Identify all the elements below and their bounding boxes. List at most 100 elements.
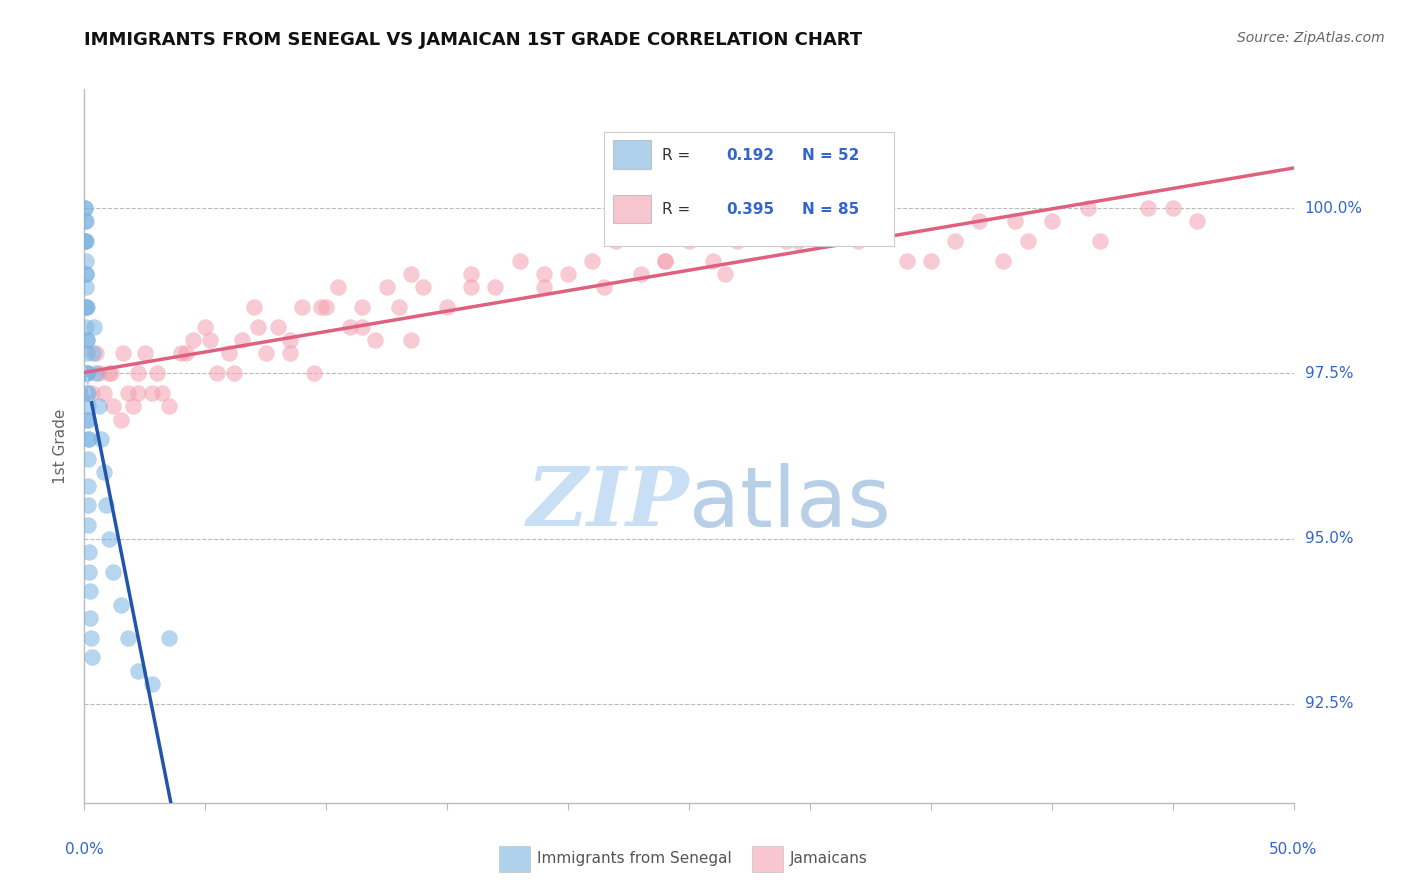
Point bbox=[141, 677, 163, 691]
Point bbox=[75, 234, 97, 248]
Point bbox=[725, 234, 748, 248]
Point bbox=[363, 333, 385, 347]
Point bbox=[460, 267, 482, 281]
Point bbox=[112, 346, 135, 360]
Text: ZIP: ZIP bbox=[526, 463, 689, 543]
Point bbox=[76, 412, 98, 426]
Point bbox=[127, 386, 149, 401]
Point bbox=[80, 650, 103, 665]
Point bbox=[141, 386, 163, 401]
Point bbox=[127, 367, 149, 381]
Point bbox=[103, 565, 125, 579]
Point bbox=[77, 565, 100, 579]
Point bbox=[110, 598, 132, 612]
Point bbox=[75, 267, 97, 281]
Point bbox=[93, 386, 115, 401]
Y-axis label: 1st Grade: 1st Grade bbox=[53, 409, 69, 483]
Point bbox=[76, 433, 98, 447]
Point bbox=[73, 214, 96, 228]
Point bbox=[75, 201, 97, 215]
Point bbox=[399, 333, 422, 347]
Point bbox=[76, 300, 98, 314]
Point bbox=[77, 499, 100, 513]
Point bbox=[150, 386, 173, 401]
Point bbox=[170, 346, 193, 360]
Point bbox=[75, 300, 97, 314]
Point bbox=[134, 346, 156, 360]
Point bbox=[388, 300, 411, 314]
Point bbox=[509, 254, 531, 268]
Point bbox=[76, 412, 98, 426]
Point bbox=[557, 267, 579, 281]
Point bbox=[97, 532, 120, 546]
Point bbox=[224, 367, 246, 381]
Point bbox=[110, 412, 132, 426]
Point bbox=[76, 367, 98, 381]
Point bbox=[76, 346, 98, 360]
Point bbox=[247, 320, 270, 334]
Point bbox=[775, 234, 797, 248]
Point bbox=[460, 280, 482, 294]
Point bbox=[77, 518, 100, 533]
Point bbox=[278, 346, 301, 360]
Point bbox=[1161, 201, 1184, 215]
Point bbox=[87, 367, 110, 381]
Point bbox=[121, 400, 143, 414]
Text: 0.395: 0.395 bbox=[725, 202, 775, 217]
Point bbox=[993, 254, 1015, 268]
Point bbox=[846, 234, 869, 248]
Text: 95.0%: 95.0% bbox=[1305, 531, 1353, 546]
Point bbox=[242, 300, 264, 314]
Point bbox=[1088, 234, 1111, 248]
Point bbox=[436, 300, 458, 314]
Point bbox=[267, 320, 290, 334]
Point bbox=[1017, 234, 1039, 248]
Point bbox=[79, 584, 101, 599]
Point bbox=[76, 386, 98, 401]
Point bbox=[86, 367, 108, 381]
Point bbox=[76, 452, 98, 467]
Point bbox=[97, 367, 120, 381]
Point bbox=[943, 234, 966, 248]
Point bbox=[103, 400, 125, 414]
Point bbox=[375, 280, 398, 294]
Point bbox=[207, 367, 229, 381]
Text: 97.5%: 97.5% bbox=[1305, 366, 1353, 381]
Point bbox=[533, 267, 555, 281]
Point bbox=[77, 433, 100, 447]
Point bbox=[75, 234, 97, 248]
Point bbox=[75, 254, 97, 268]
Point bbox=[75, 234, 97, 248]
Point bbox=[799, 214, 821, 228]
Point bbox=[93, 466, 115, 480]
Text: atlas: atlas bbox=[689, 463, 890, 543]
Text: Jamaicans: Jamaicans bbox=[790, 852, 868, 866]
Point bbox=[75, 320, 97, 334]
Point bbox=[157, 631, 180, 645]
Point bbox=[75, 201, 97, 215]
Text: R =: R = bbox=[662, 202, 696, 217]
Point bbox=[83, 320, 105, 334]
Point bbox=[399, 267, 422, 281]
Text: 100.0%: 100.0% bbox=[1305, 201, 1362, 216]
Point bbox=[786, 234, 808, 248]
Point bbox=[86, 346, 108, 360]
Point bbox=[76, 333, 98, 347]
Point bbox=[87, 400, 110, 414]
Point bbox=[412, 280, 434, 294]
Point bbox=[1004, 214, 1026, 228]
Text: Source: ZipAtlas.com: Source: ZipAtlas.com bbox=[1237, 31, 1385, 45]
Point bbox=[117, 386, 139, 401]
Point bbox=[75, 214, 97, 228]
Point bbox=[76, 367, 98, 381]
Point bbox=[77, 545, 100, 559]
Point bbox=[181, 333, 204, 347]
Text: N = 52: N = 52 bbox=[801, 148, 859, 163]
Text: 0.192: 0.192 bbox=[725, 148, 775, 163]
Point bbox=[127, 664, 149, 678]
Point bbox=[80, 386, 103, 401]
Point bbox=[967, 214, 990, 228]
Point bbox=[654, 254, 676, 268]
Point bbox=[231, 333, 253, 347]
Point bbox=[339, 320, 361, 334]
